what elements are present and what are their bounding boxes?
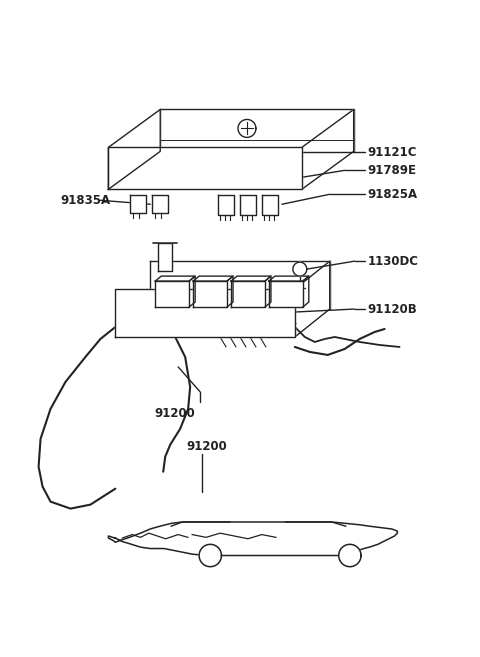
Polygon shape — [150, 261, 330, 309]
Polygon shape — [155, 281, 189, 307]
Polygon shape — [160, 110, 354, 151]
Polygon shape — [130, 195, 146, 214]
Text: 91825A: 91825A — [368, 188, 418, 201]
Polygon shape — [199, 545, 221, 567]
Text: 91200: 91200 — [186, 440, 227, 453]
Polygon shape — [108, 110, 160, 189]
Text: 91120B: 91120B — [368, 302, 418, 315]
Polygon shape — [158, 243, 172, 271]
Text: 91200: 91200 — [155, 407, 195, 420]
Polygon shape — [108, 147, 302, 189]
Polygon shape — [262, 195, 278, 215]
Polygon shape — [295, 261, 330, 337]
Polygon shape — [193, 281, 227, 307]
Text: 91121C: 91121C — [368, 146, 417, 159]
Text: 91835A: 91835A — [60, 194, 111, 207]
Text: 1130DC: 1130DC — [368, 255, 419, 267]
Polygon shape — [231, 281, 265, 307]
Polygon shape — [302, 110, 354, 189]
Polygon shape — [218, 195, 234, 215]
Polygon shape — [269, 281, 303, 307]
Polygon shape — [293, 262, 307, 276]
Polygon shape — [152, 195, 168, 214]
Polygon shape — [339, 545, 361, 567]
Polygon shape — [115, 289, 295, 337]
Text: 91789E: 91789E — [368, 164, 417, 177]
Polygon shape — [240, 195, 256, 215]
Polygon shape — [108, 522, 397, 556]
